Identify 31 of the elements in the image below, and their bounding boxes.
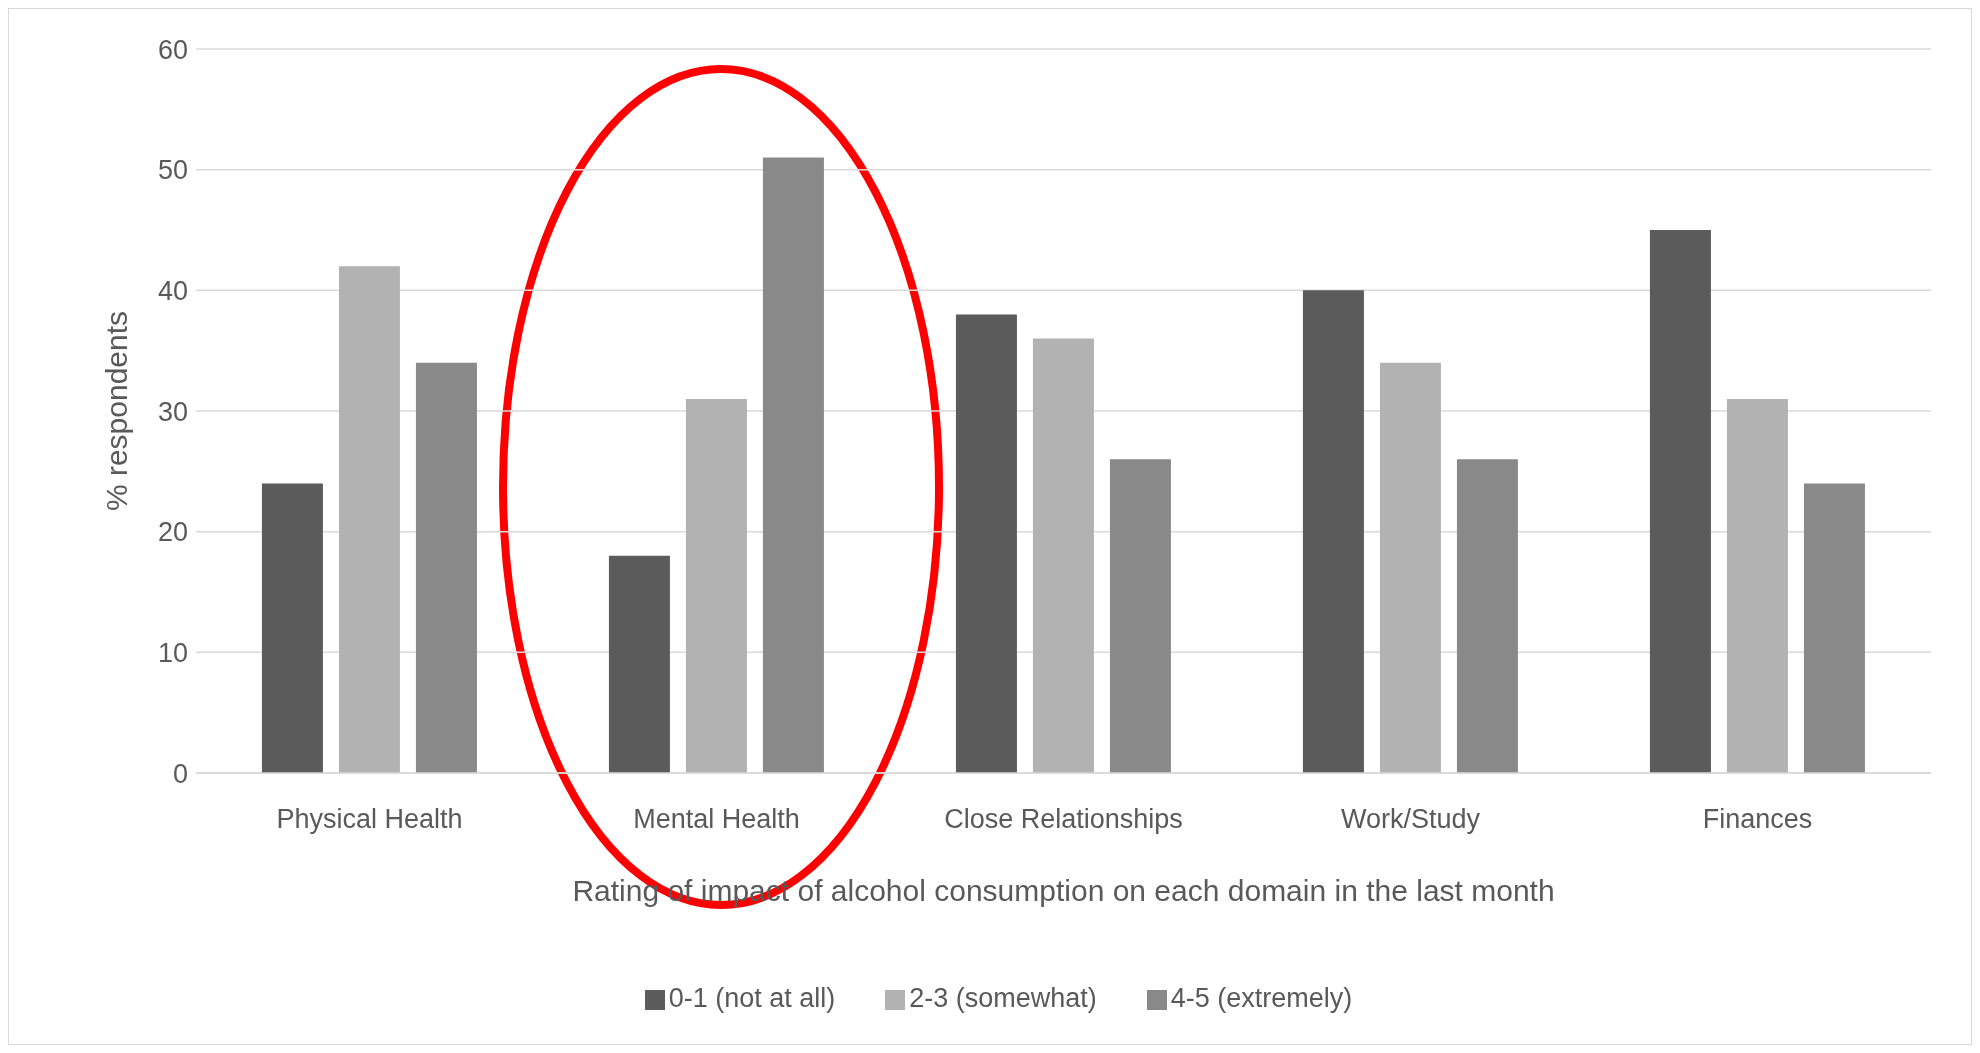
x-tick-label: Close Relationships [944, 804, 1183, 835]
bar [1379, 362, 1441, 773]
y-axis-title: % respondents [99, 310, 133, 512]
bar [608, 555, 670, 773]
bar [261, 483, 323, 773]
bar [1032, 338, 1094, 773]
bar [762, 157, 824, 773]
bar [685, 398, 747, 773]
y-tick-label: 60 [157, 34, 188, 65]
bar [1649, 230, 1711, 773]
x-tick-label: Mental Health [633, 804, 800, 835]
bar [1726, 398, 1788, 773]
bar [1803, 483, 1865, 773]
x-tick-label: Work/Study [1340, 804, 1481, 835]
y-tick-label: 40 [157, 275, 188, 306]
y-tick-label: 50 [157, 155, 188, 186]
bar [415, 362, 477, 773]
bar [1302, 290, 1364, 773]
bar [1109, 459, 1171, 773]
legend-label: 0-1 (not at all) [668, 983, 836, 1013]
x-tick-label: Physical Health [276, 804, 463, 835]
y-tick-label: 20 [157, 517, 188, 548]
bar [1456, 459, 1518, 773]
x-tick-label: Finances [1702, 804, 1813, 835]
bar [338, 266, 400, 773]
y-tick-label: 10 [157, 637, 188, 668]
bar [955, 314, 1017, 773]
legend-label: 2-3 (somewhat) [909, 983, 1097, 1013]
y-tick-label: 0 [172, 758, 188, 789]
y-tick-label: 30 [157, 396, 188, 427]
legend-label: 4-5 (extremely) [1170, 983, 1353, 1013]
